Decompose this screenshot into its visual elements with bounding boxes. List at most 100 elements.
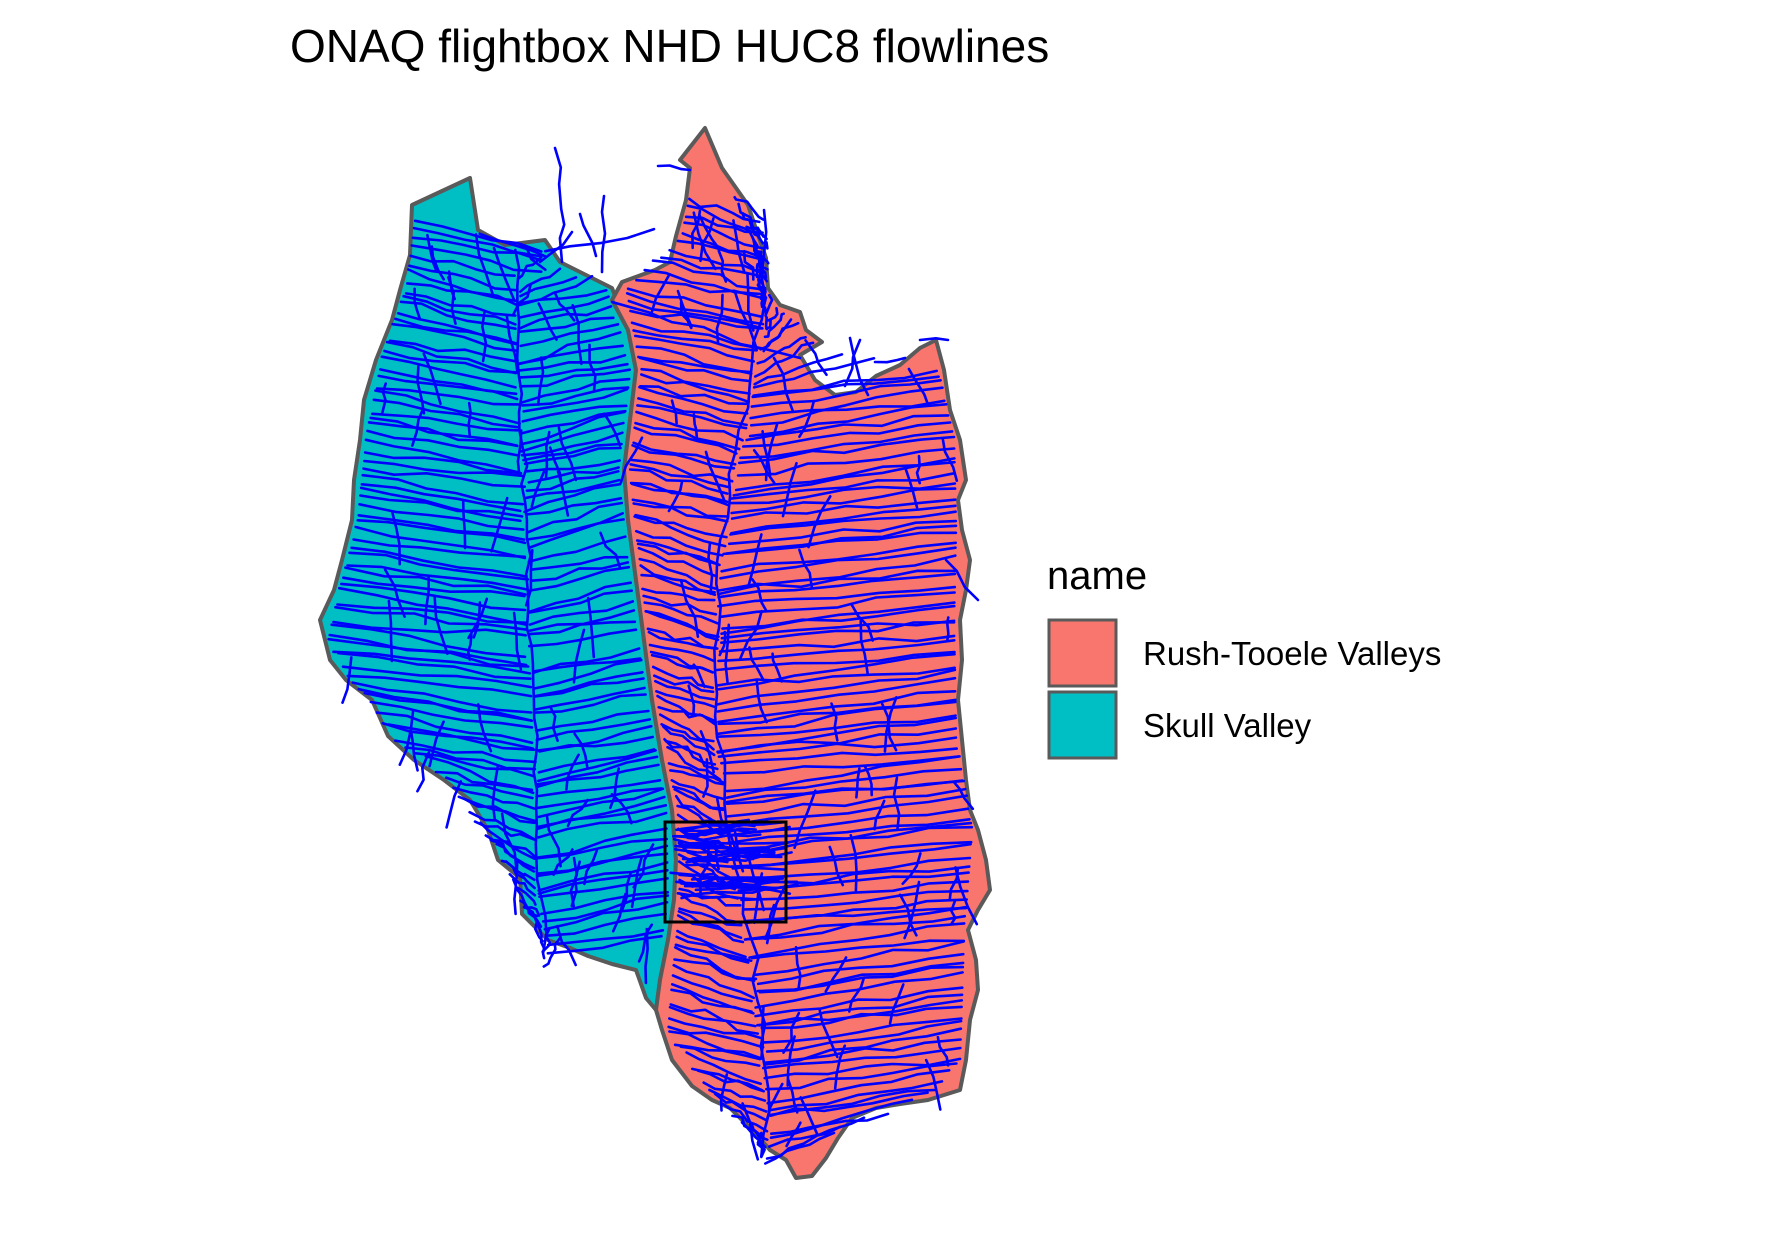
flowline bbox=[760, 290, 767, 315]
flowline bbox=[402, 294, 517, 326]
flowline bbox=[477, 703, 493, 753]
flowline bbox=[409, 254, 516, 277]
flowline bbox=[651, 259, 763, 291]
flowline bbox=[342, 576, 526, 598]
flowline bbox=[374, 389, 521, 425]
flowline bbox=[748, 922, 966, 959]
flowline bbox=[715, 652, 956, 691]
flowline bbox=[492, 246, 516, 302]
flowline bbox=[505, 313, 519, 375]
flowline bbox=[683, 863, 788, 871]
flowline bbox=[650, 653, 714, 674]
flowline bbox=[619, 436, 644, 484]
flowline bbox=[715, 666, 956, 687]
flowline bbox=[516, 429, 523, 476]
flowline bbox=[630, 482, 729, 507]
flowline bbox=[720, 621, 956, 644]
flowline bbox=[698, 214, 719, 249]
flowline bbox=[721, 1102, 769, 1133]
flowline bbox=[668, 248, 764, 275]
flowline bbox=[426, 233, 438, 273]
flowline bbox=[722, 531, 958, 556]
flowline bbox=[569, 856, 579, 908]
flowline bbox=[764, 423, 779, 482]
flowline bbox=[518, 305, 613, 330]
flowline bbox=[741, 421, 952, 448]
flowline bbox=[396, 312, 518, 346]
flowline bbox=[367, 421, 519, 448]
flowline bbox=[699, 217, 715, 263]
flowline bbox=[508, 873, 537, 897]
flowline bbox=[632, 329, 758, 352]
flowline bbox=[771, 652, 783, 683]
flowline bbox=[683, 221, 765, 250]
flowline bbox=[524, 548, 534, 607]
flowline bbox=[732, 219, 746, 274]
flowline bbox=[668, 1030, 763, 1060]
flowline bbox=[707, 542, 714, 595]
flowline bbox=[881, 702, 898, 752]
flowline bbox=[642, 594, 718, 616]
flowline bbox=[743, 889, 969, 911]
flowline bbox=[859, 619, 870, 676]
flowline bbox=[754, 250, 768, 279]
flowline bbox=[730, 504, 957, 535]
flowline bbox=[586, 596, 596, 659]
flowline bbox=[511, 284, 532, 316]
flowline bbox=[863, 765, 873, 797]
flowline bbox=[631, 444, 736, 470]
flowline bbox=[679, 578, 700, 638]
flowline bbox=[748, 403, 948, 438]
flowline bbox=[523, 478, 621, 500]
flowline bbox=[336, 651, 532, 680]
flowline bbox=[903, 880, 921, 940]
flowline bbox=[952, 780, 975, 811]
flowline bbox=[719, 1073, 729, 1112]
flowline bbox=[643, 601, 719, 625]
flowline bbox=[422, 352, 442, 406]
flowline bbox=[530, 470, 546, 509]
flowline bbox=[745, 414, 950, 442]
flowline bbox=[734, 292, 758, 350]
flowline bbox=[398, 709, 415, 766]
flowline bbox=[334, 605, 528, 631]
flowline bbox=[717, 585, 957, 608]
flowline bbox=[793, 789, 817, 849]
flowline bbox=[466, 633, 473, 661]
flowline bbox=[725, 779, 966, 804]
flowline bbox=[760, 1005, 765, 1059]
flowline bbox=[527, 518, 625, 550]
flowline bbox=[903, 465, 919, 509]
flowline bbox=[677, 910, 743, 939]
flowline bbox=[754, 971, 964, 1009]
flowline bbox=[536, 804, 668, 830]
flowline bbox=[944, 558, 980, 602]
flowline bbox=[718, 630, 727, 657]
flowline bbox=[557, 426, 578, 482]
flowline bbox=[518, 368, 631, 388]
flowline bbox=[644, 927, 649, 985]
flowline bbox=[742, 249, 755, 281]
flowline bbox=[667, 762, 725, 784]
flowline bbox=[416, 362, 426, 415]
flowline bbox=[394, 317, 519, 345]
flowline bbox=[763, 1017, 963, 1044]
flowline bbox=[763, 312, 785, 339]
flowline bbox=[537, 787, 665, 819]
flowline bbox=[637, 546, 718, 578]
flowline bbox=[680, 886, 772, 900]
flowline bbox=[332, 650, 532, 675]
flowline bbox=[686, 841, 787, 845]
flowline bbox=[533, 671, 644, 698]
flowline bbox=[375, 711, 534, 745]
flowline bbox=[690, 876, 799, 884]
flowline bbox=[340, 582, 527, 612]
flowline bbox=[346, 564, 529, 591]
flowline bbox=[760, 1005, 963, 1030]
flowline bbox=[519, 377, 631, 405]
flowline bbox=[535, 779, 662, 798]
flowline bbox=[950, 900, 957, 925]
flowline bbox=[848, 977, 865, 1013]
flowline bbox=[537, 749, 657, 783]
